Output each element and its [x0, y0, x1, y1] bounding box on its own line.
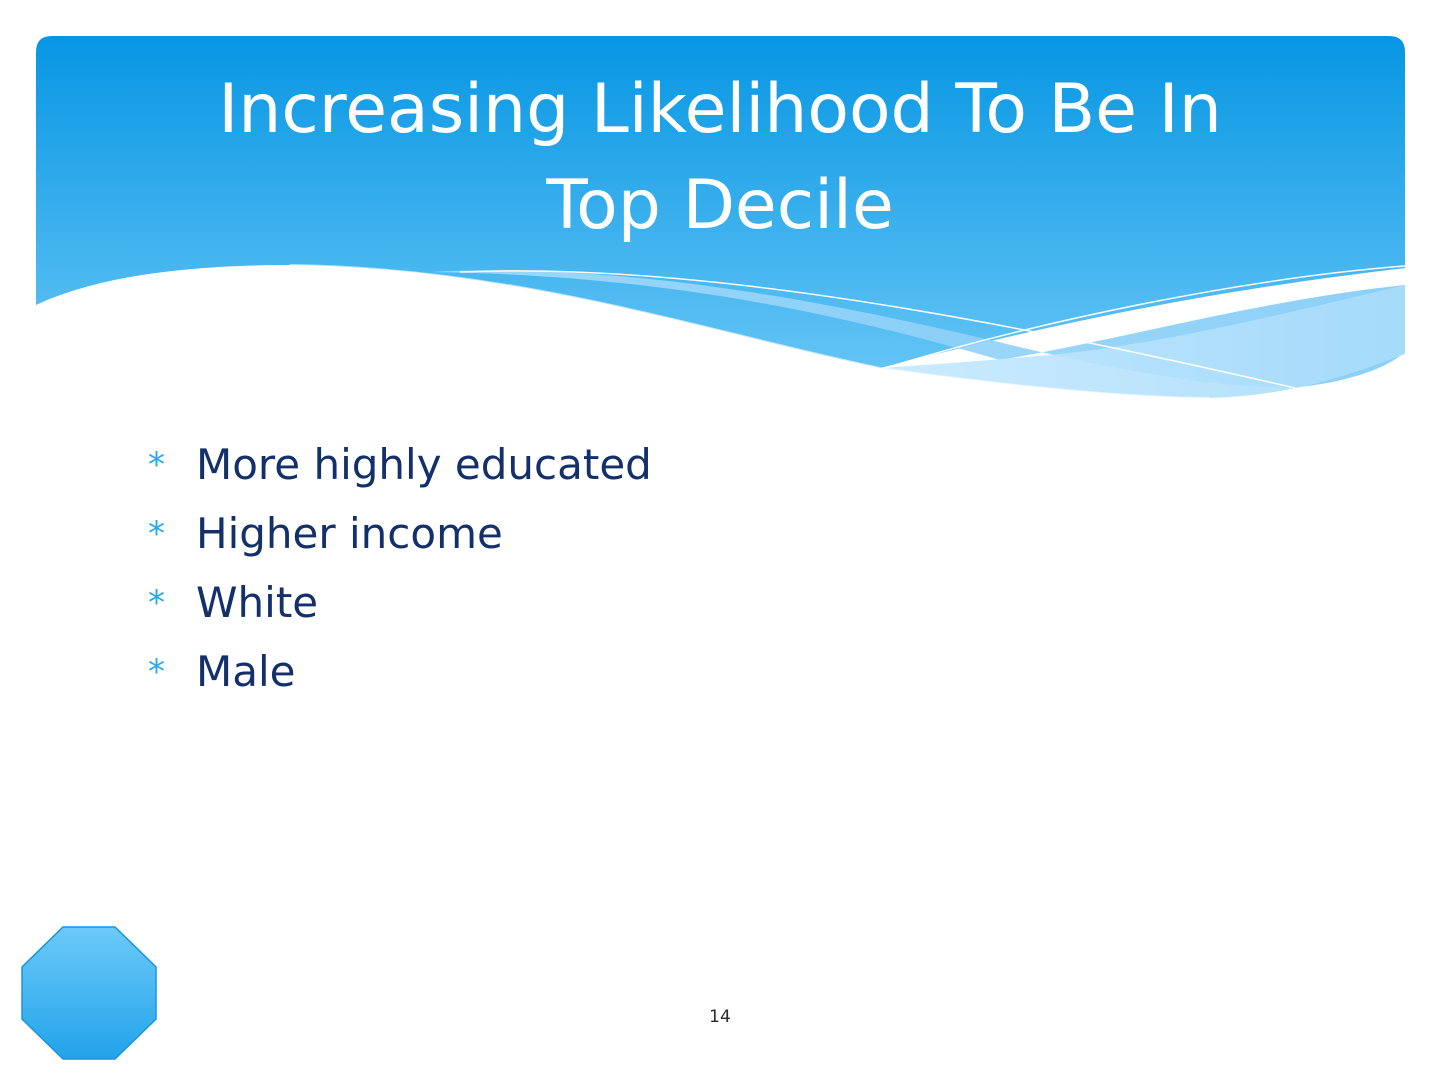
title-line-2: Top Decile — [546, 166, 894, 245]
slide-title: Increasing Likelihood To Be In Top Decil… — [120, 62, 1320, 254]
asterisk-icon: * — [148, 444, 165, 485]
asterisk-icon: * — [148, 582, 165, 623]
bullet-text: White — [196, 578, 319, 627]
bullet-item: * Male — [148, 637, 652, 706]
bullet-text: Male — [196, 647, 296, 696]
header-wave-banner — [36, 36, 1406, 399]
bullet-text: More highly educated — [196, 440, 652, 489]
asterisk-icon: * — [148, 651, 165, 692]
octagon-shape[interactable] — [20, 925, 158, 1061]
page-number: 14 — [709, 1007, 731, 1027]
bullet-item: * Higher income — [148, 499, 652, 568]
asterisk-icon: * — [148, 513, 165, 554]
title-line-1: Increasing Likelihood To Be In — [218, 70, 1222, 149]
bullet-text: Higher income — [196, 509, 503, 558]
bullet-item: * White — [148, 568, 652, 637]
bullet-item: * More highly educated — [148, 430, 652, 499]
bullet-list: * More highly educated * Higher income *… — [148, 430, 652, 706]
